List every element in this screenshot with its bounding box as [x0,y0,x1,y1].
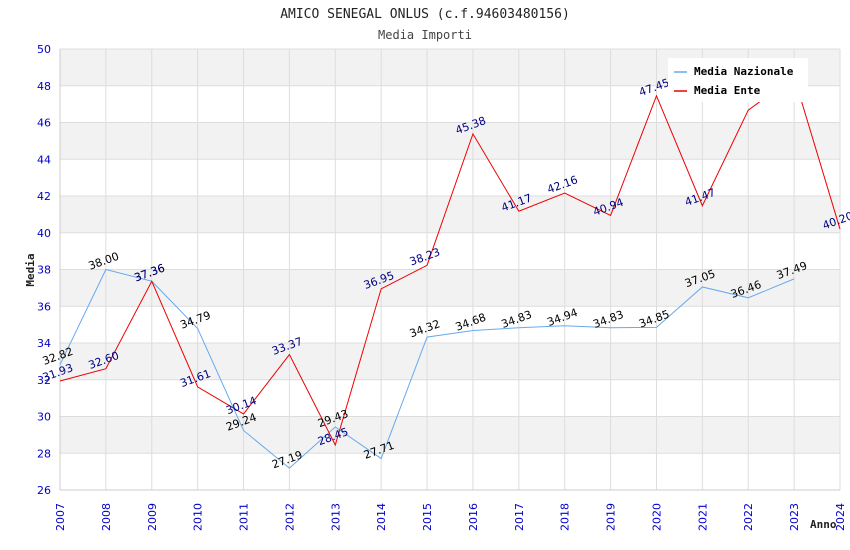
legend-box [668,58,808,102]
grid-band [60,416,840,454]
plot-grid [59,48,841,491]
grid-band [60,343,840,380]
x-tick-label: 2013 [329,503,342,531]
y-tick-label: 26 [37,484,51,497]
legend: Media Nazionale Media Ente [668,58,808,102]
y-tick-label: 42 [37,190,51,203]
y-tick-label: 28 [37,447,51,460]
chart-title: AMICO SENEGAL ONLUS (c.f.94603480156) [280,7,570,22]
x-tick-label: 2012 [283,503,296,531]
y-axis-label: Media [24,253,37,286]
x-tick-label: 2022 [742,503,755,531]
x-tick-label: 2010 [192,503,205,531]
grid-band [60,159,840,196]
y-tick-label: 34 [37,337,51,350]
grid-band [60,122,840,160]
y-tick-label: 38 [37,264,51,277]
chart-subtitle: Media Importi [378,28,472,42]
grid-band [60,453,840,490]
series-lines [59,75,841,469]
x-tick-label: 2018 [559,503,572,531]
y-tick-label: 30 [37,411,51,424]
y-tick-label: 48 [37,80,51,93]
legend-label-media-nazionale: Media Nazionale [694,65,794,78]
x-tick-label: 2008 [100,503,113,531]
legend-label-media-ente: Media Ente [694,84,761,97]
x-tick-label: 2020 [650,503,663,531]
series-line-media-ente [59,75,841,447]
y-tick-label: 44 [37,153,51,166]
x-axis-label: Anno [810,518,837,531]
y-tick-label: 46 [37,117,51,130]
x-tick-label: 2019 [605,503,618,531]
grid-band [60,379,840,417]
x-tick-label: 2009 [146,503,159,531]
x-tick-label: 2017 [513,503,526,531]
x-tick-label: 2014 [375,503,388,531]
x-tick-label: 2015 [421,503,434,531]
y-tick-label: 32 [37,374,51,387]
x-tick-label: 2016 [467,503,480,531]
y-tick-label: 40 [37,227,51,240]
grid-band [60,306,840,343]
y-tick-label: 50 [37,43,51,56]
x-tick-label: 2011 [238,503,251,531]
x-tick-label: 2021 [696,503,709,531]
x-tick-label: 2024 [834,503,847,531]
y-tick-label: 36 [37,300,51,313]
grid-band [60,196,840,233]
x-tick-label: 2023 [788,503,801,531]
axes: 26 28 30 32 34 36 38 40 42 44 46 48 50 2007 2008 2009 20… [37,43,847,531]
x-tick-label: 2007 [54,503,67,531]
grid-band [60,269,840,307]
series-line-media-nazionale [59,268,795,469]
grid-band [60,232,840,270]
